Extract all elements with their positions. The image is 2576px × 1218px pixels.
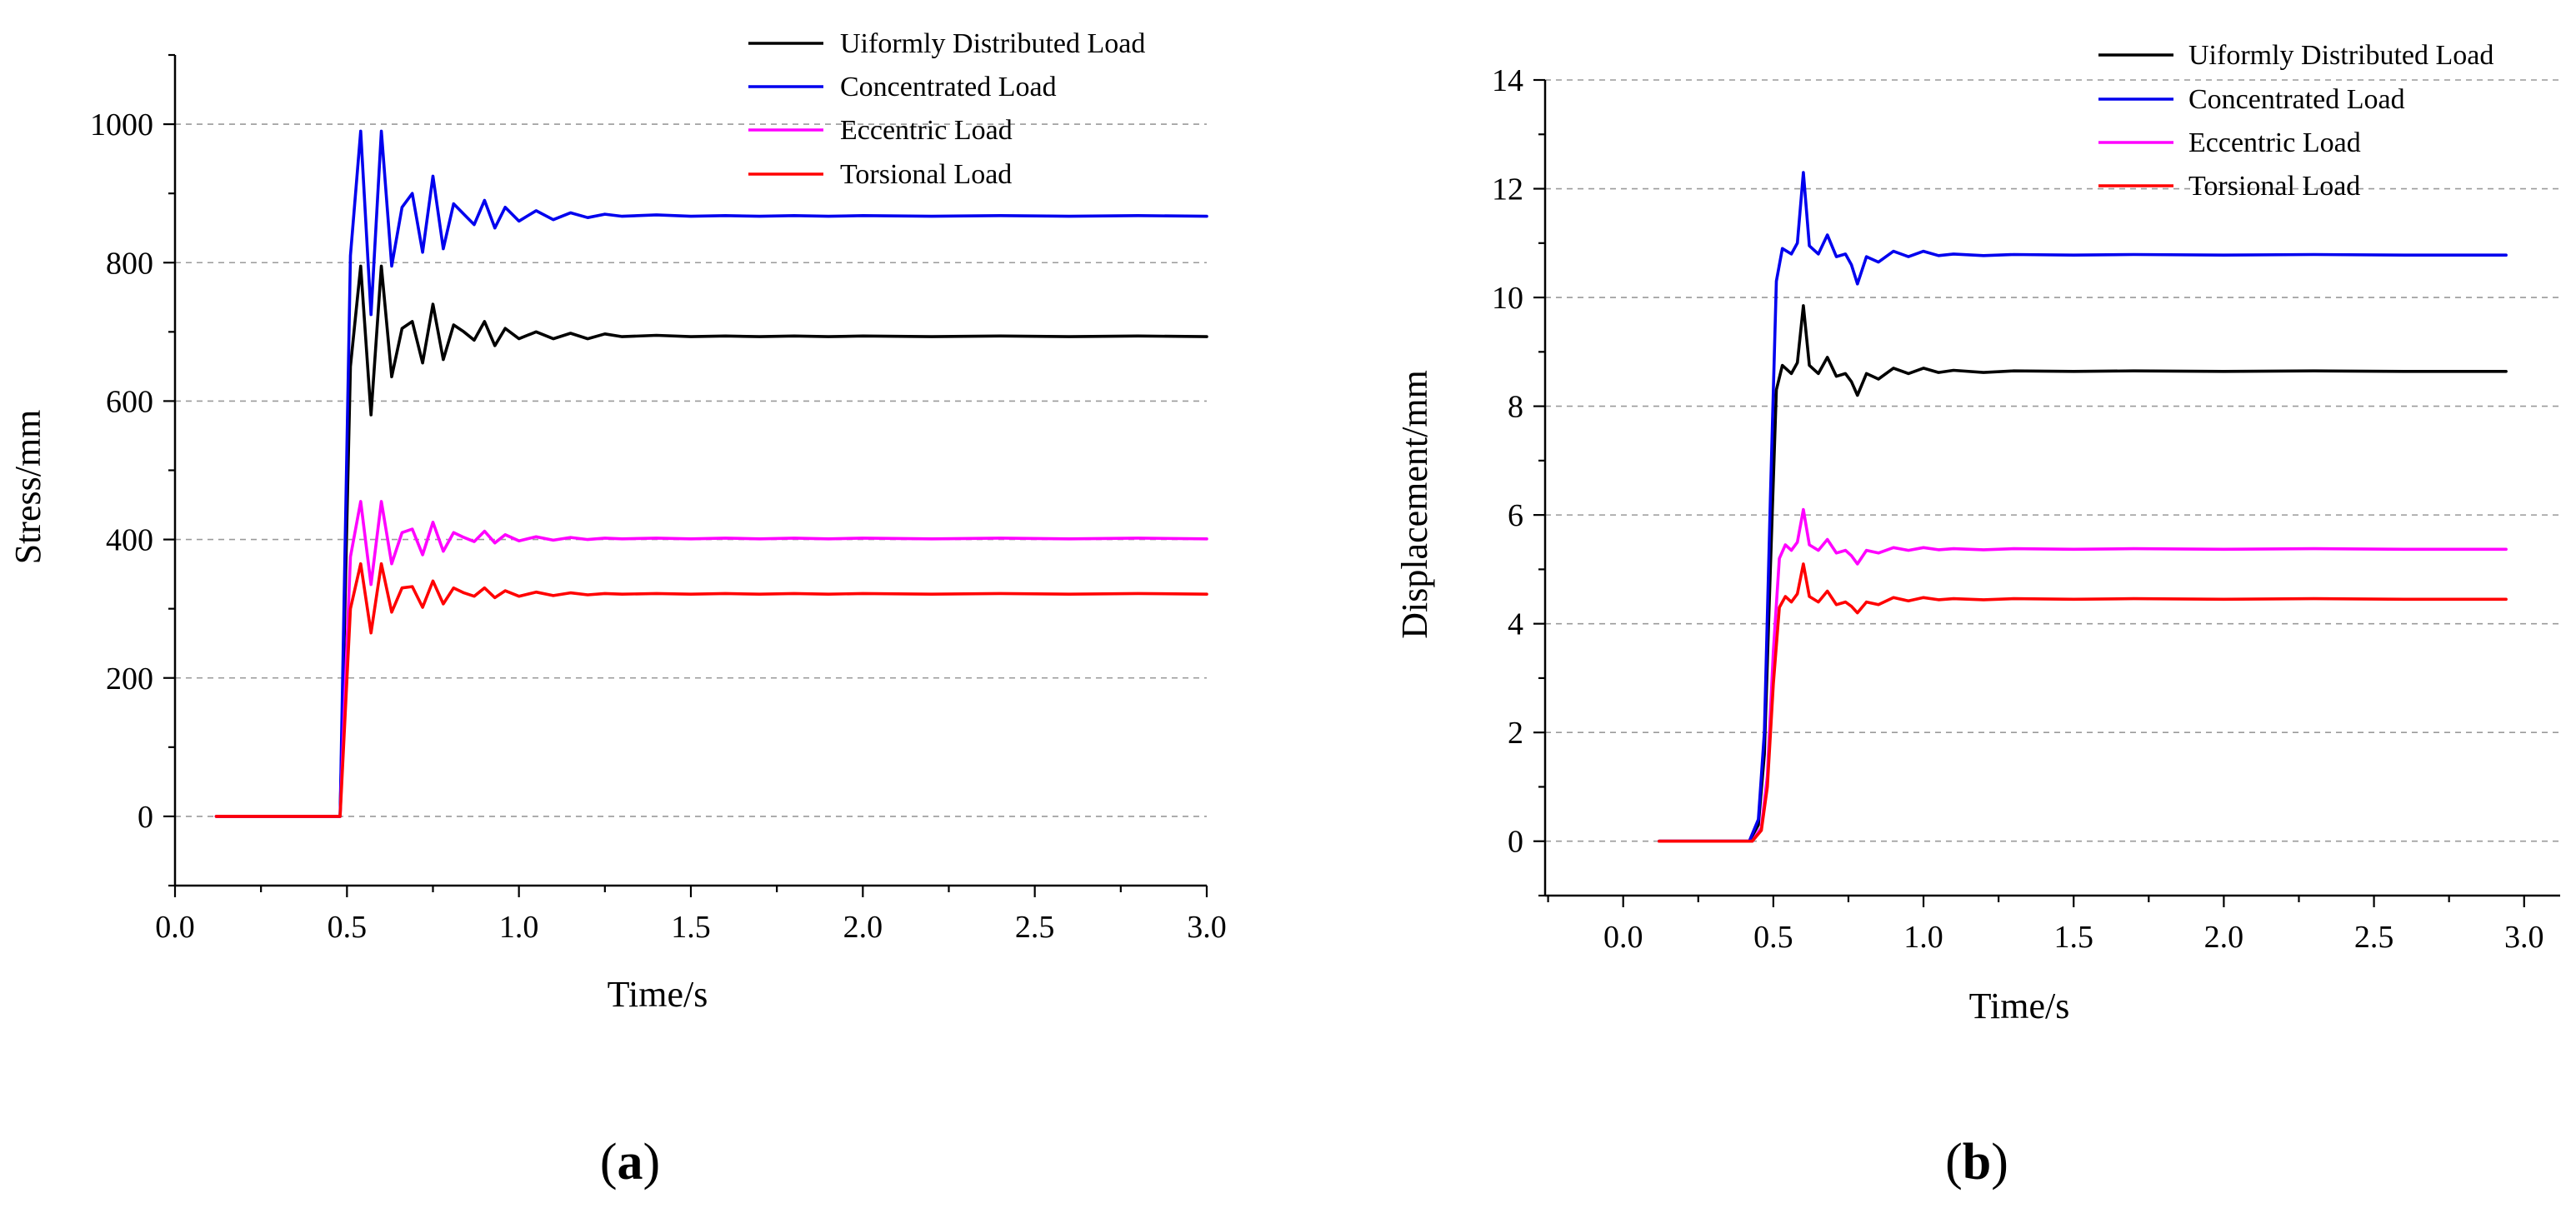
series-line-torsional-load	[214, 562, 1208, 818]
series-line-eccentric-load	[214, 500, 1208, 818]
series-line-uiformly-distributed-load	[214, 264, 1208, 818]
legend-label: Concentrated Load	[2188, 84, 2405, 115]
y-tick-label: 8	[1508, 390, 1523, 425]
y-tick-label: 14	[1492, 63, 1523, 98]
y-tick-label: 200	[106, 661, 153, 696]
y-tick-label: 800	[106, 246, 153, 281]
legend-label: Eccentric Load	[840, 115, 1013, 146]
legend-label: Uiformly Distributed Load	[2188, 40, 2493, 71]
x-tick-label: 2.0	[2204, 920, 2244, 955]
x-tick-label: 3.0	[2504, 920, 2544, 955]
panel-label: (a)	[600, 1134, 660, 1191]
series-line-eccentric-load	[1658, 507, 2508, 843]
y-tick-label: 600	[106, 384, 153, 419]
chart-panel-a: 0 200 400 600 800 1000 0.0 0.5 1.0 1.5 2.0 2.5 3.0 Ti…	[8, 28, 1227, 1191]
legend-label: Eccentric Load	[2188, 127, 2361, 158]
series-line-torsional-load	[1658, 562, 2508, 843]
x-tick-label: 1.0	[1903, 920, 1943, 955]
y-tick-label: 1000	[90, 107, 153, 142]
x-tick-label: 1.0	[499, 910, 539, 945]
y-axis-title: Displacement/mm	[1394, 370, 1435, 639]
y-tick-label: 0	[138, 800, 153, 835]
y-axis-title: Stress/mm	[8, 410, 48, 565]
x-tick-label: 0.5	[1753, 920, 1793, 955]
series-line-concentrated-load	[214, 129, 1208, 818]
series-line-concentrated-load	[1658, 171, 2508, 843]
x-tick-label: 2.5	[2354, 920, 2394, 955]
y-tick-label: 400	[106, 523, 153, 558]
y-tick-label: 10	[1492, 281, 1523, 316]
panel-label: (b)	[1945, 1134, 2008, 1191]
x-axis-title: Time/s	[608, 974, 708, 1015]
legend-label: Torsional Load	[840, 159, 1012, 190]
y-tick-label: 4	[1508, 607, 1523, 642]
legend: Uiformly Distributed Load Concentrated Lo…	[2098, 40, 2493, 202]
legend-label: Uiformly Distributed Load	[840, 28, 1145, 59]
y-tick-label: 2	[1508, 716, 1523, 751]
x-tick-label: 2.0	[843, 910, 883, 945]
y-tick-label: 0	[1508, 825, 1523, 860]
legend-label: Torsional Load	[2188, 171, 2360, 202]
x-tick-label: 1.5	[2053, 920, 2093, 955]
legend: Uiformly Distributed Load Concentrated Lo…	[748, 28, 1145, 190]
x-tick-label: 2.5	[1015, 910, 1055, 945]
x-tick-label: 0.0	[1603, 920, 1643, 955]
x-tick-label: 1.5	[671, 910, 711, 945]
x-axis-title: Time/s	[1969, 986, 2070, 1026]
series-line-uiformly-distributed-load	[1658, 304, 2508, 843]
x-tick-label: 3.0	[1187, 910, 1227, 945]
x-tick-label: 0.5	[328, 910, 368, 945]
chart-panel-b: 0 2 4 6 8 10 12 14 0.0 0.5 1.0 1.5 2.0 2.5 3.0 Time/s Di…	[1394, 40, 2560, 1191]
x-tick-label: 0.0	[155, 910, 195, 945]
legend-label: Concentrated Load	[840, 72, 1057, 102]
y-tick-label: 12	[1492, 172, 1523, 207]
y-tick-label: 6	[1508, 498, 1523, 533]
